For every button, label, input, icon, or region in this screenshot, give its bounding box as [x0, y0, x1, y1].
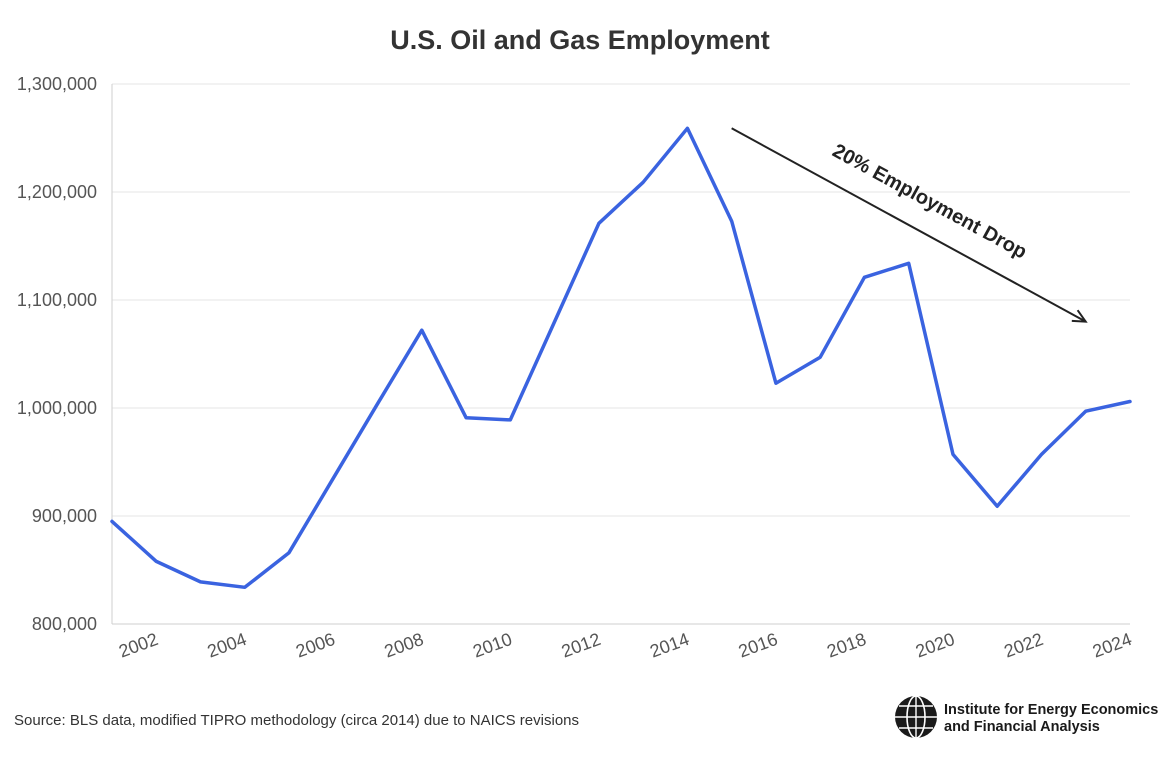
y-tick-label: 1,300,000: [17, 74, 97, 94]
x-axis-ticks: 2002 2004 2006 2008 2010 2012 2014 2016 2018 2020…: [116, 629, 1134, 661]
x-tick-label: 2012: [559, 629, 603, 661]
x-tick-label: 2014: [647, 629, 691, 661]
x-tick-label: 2024: [1090, 629, 1134, 661]
chart-title: U.S. Oil and Gas Employment: [390, 25, 770, 55]
y-tick-label: 1,000,000: [17, 398, 97, 418]
x-tick-label: 2022: [1001, 629, 1045, 661]
series-layer: [110, 126, 1132, 590]
x-tick-label: 2016: [736, 629, 780, 661]
org-name-line1: Institute for Energy Economics: [944, 702, 1158, 718]
x-tick-label: 2020: [913, 629, 957, 661]
annotation-label: 20% Employment Drop: [829, 140, 1031, 264]
x-tick-label: 2010: [470, 629, 514, 661]
x-tick-label: 2002: [116, 629, 160, 661]
source-note: Source: BLS data, modified TIPRO methodo…: [14, 712, 579, 729]
x-tick-label: 2018: [824, 629, 868, 661]
globe-icon: [895, 695, 937, 739]
y-tick-label: 800,000: [32, 614, 97, 634]
y-tick-label: 1,100,000: [17, 290, 97, 310]
organization-logo: Institute for Energy Economics and Finan…: [895, 695, 1158, 739]
org-name-line2: and Financial Analysis: [944, 719, 1100, 735]
annotation-arrow-line: [731, 127, 1087, 323]
series-line: [110, 126, 1132, 590]
x-tick-label: 2008: [382, 629, 426, 661]
annotation-arrow-head: [1071, 309, 1088, 323]
y-tick-label: 900,000: [32, 506, 97, 526]
x-tick-label: 2006: [293, 629, 337, 661]
grid-lines: [111, 83, 1130, 625]
x-tick-label: 2004: [205, 629, 249, 661]
y-tick-label: 1,200,000: [17, 182, 97, 202]
y-axis-ticks: 800,000 900,000 1,000,000 1,100,000 1,200,00…: [17, 74, 97, 634]
annotation: 20% Employment Drop: [731, 127, 1088, 323]
